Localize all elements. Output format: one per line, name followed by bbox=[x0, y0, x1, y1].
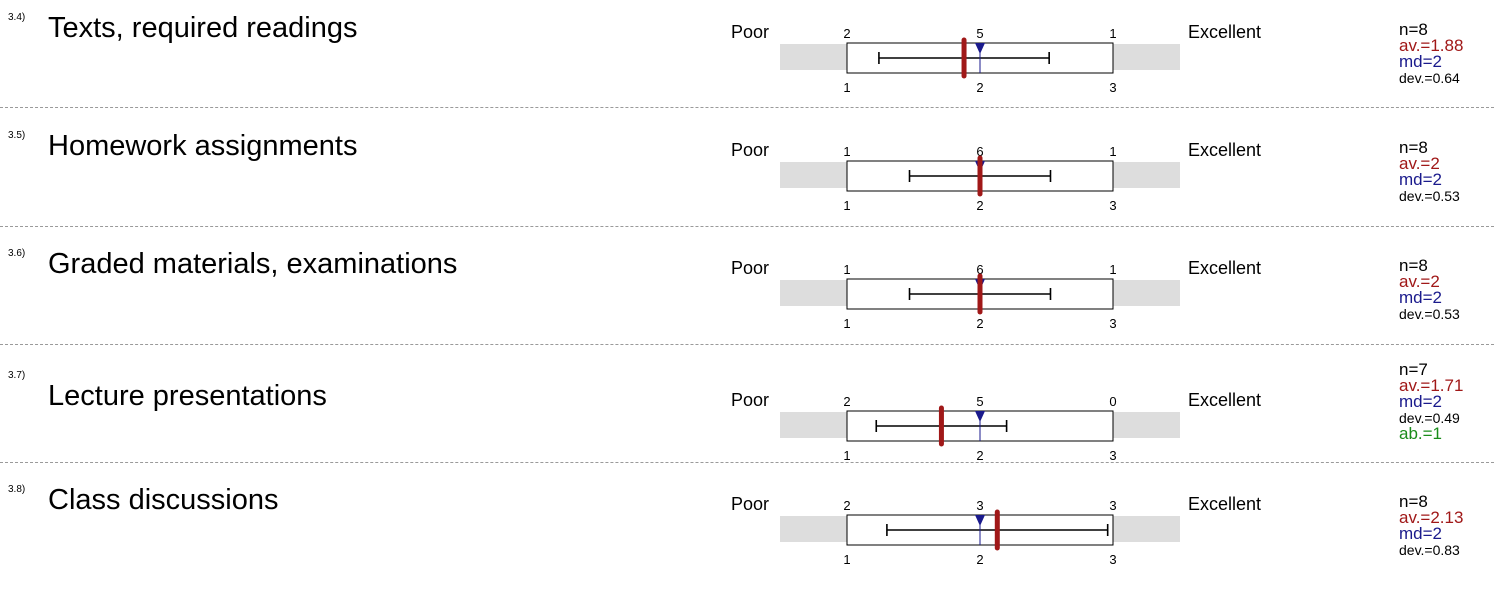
stat-n: n=8 bbox=[1399, 256, 1428, 275]
scale-tick-label: 3 bbox=[1109, 448, 1116, 463]
row-separator bbox=[0, 462, 1494, 463]
response-count: 1 bbox=[843, 262, 850, 277]
median-marker bbox=[975, 411, 985, 441]
question-label: Class discussions bbox=[48, 484, 279, 516]
response-count: 1 bbox=[843, 144, 850, 159]
question-label: Graded materials, examinations bbox=[48, 248, 458, 280]
response-count: 3 bbox=[976, 498, 983, 513]
scale-tick-label: 3 bbox=[1109, 80, 1116, 95]
rating-scale: 1 6 11 2 3 bbox=[780, 144, 1180, 213]
scale-tick-label: 2 bbox=[976, 198, 983, 213]
response-count: 1 bbox=[1109, 262, 1116, 277]
response-count: 6 bbox=[976, 144, 983, 159]
question-label: Lecture presentations bbox=[48, 380, 327, 412]
stat-median: md=2 bbox=[1399, 288, 1442, 307]
stat-deviation: dev.=0.53 bbox=[1399, 188, 1460, 204]
rating-scale: 2 5 0 1 2 3 bbox=[780, 394, 1180, 463]
scale-tick-label: 1 bbox=[843, 316, 850, 331]
right-pole-label: Excellent bbox=[1188, 390, 1262, 410]
scale-tick-label: 3 bbox=[1109, 316, 1116, 331]
stat-abstentions: ab.=1 bbox=[1399, 424, 1443, 443]
response-count: 6 bbox=[976, 262, 983, 277]
stat-n: n=8 bbox=[1399, 20, 1428, 39]
question-number: 3.8) bbox=[8, 484, 26, 495]
response-count: 5 bbox=[976, 26, 983, 41]
question-label: Texts, required readings bbox=[48, 12, 358, 44]
rating-scale: 1 6 11 2 3 bbox=[780, 262, 1180, 331]
question-row: 3.6) Graded materials, examinations Poor Ex… bbox=[0, 236, 1494, 354]
response-count: 2 bbox=[843, 394, 850, 409]
response-count: 0 bbox=[1109, 394, 1116, 409]
scale-tick-label: 1 bbox=[843, 80, 850, 95]
stat-n: n=8 bbox=[1399, 138, 1428, 157]
scale-tick-label: 1 bbox=[843, 448, 850, 463]
left-pole-label: Poor bbox=[731, 258, 770, 278]
response-count: 1 bbox=[1109, 26, 1116, 41]
response-count: 1 bbox=[1109, 144, 1116, 159]
question-row: 3.4) Texts, required readings Poor Excellen… bbox=[0, 0, 1494, 118]
stat-deviation: dev.=0.53 bbox=[1399, 306, 1460, 322]
scale-tick-label: 2 bbox=[976, 80, 983, 95]
stat-average: av.=2.13 bbox=[1399, 508, 1464, 527]
question-number: 3.6) bbox=[8, 248, 26, 259]
median-marker bbox=[975, 43, 985, 73]
stat-deviation: dev.=0.83 bbox=[1399, 542, 1460, 558]
response-count: 2 bbox=[843, 498, 850, 513]
question-number: 3.5) bbox=[8, 130, 26, 141]
left-pole-label: Poor bbox=[731, 494, 770, 514]
median-marker bbox=[975, 515, 985, 545]
stat-n: n=7 bbox=[1399, 360, 1428, 379]
left-pole-label: Poor bbox=[731, 390, 770, 410]
row-separator bbox=[0, 344, 1494, 345]
stat-average: av.=2 bbox=[1399, 154, 1440, 173]
question-label: Homework assignments bbox=[48, 130, 358, 162]
rating-scale: 2 3 3 1 2 3 bbox=[780, 498, 1180, 567]
right-pole-label: Excellent bbox=[1188, 22, 1262, 42]
row-separator bbox=[0, 107, 1494, 108]
stats-block: n=8 av.=2.13 md=2 dev.=0.83 bbox=[1399, 492, 1464, 558]
stat-deviation: dev.=0.64 bbox=[1399, 70, 1460, 86]
rating-scale: 2 5 1 1 2 3 bbox=[780, 26, 1180, 95]
scale-tick-label: 2 bbox=[976, 316, 983, 331]
row-separator bbox=[0, 226, 1494, 227]
left-pole-label: Poor bbox=[731, 22, 770, 42]
response-count: 3 bbox=[1109, 498, 1116, 513]
stat-median: md=2 bbox=[1399, 392, 1442, 411]
stat-average: av.=1.71 bbox=[1399, 376, 1464, 395]
right-pole-label: Excellent bbox=[1188, 140, 1262, 160]
scale-tick-label: 1 bbox=[843, 198, 850, 213]
question-row: 3.8) Class discussions Poor Excellent n=8 av.… bbox=[0, 472, 1494, 590]
stat-average: av.=1.88 bbox=[1399, 36, 1464, 55]
scale-tick-label: 1 bbox=[843, 552, 850, 567]
stat-n: n=8 bbox=[1399, 492, 1428, 511]
response-count: 2 bbox=[843, 26, 850, 41]
right-pole-label: Excellent bbox=[1188, 258, 1262, 278]
stat-deviation: dev.=0.49 bbox=[1399, 410, 1460, 426]
left-pole-label: Poor bbox=[731, 140, 770, 160]
stats-block: n=8 av.=2 md=2 dev.=0.53 bbox=[1399, 138, 1460, 204]
question-number: 3.7) bbox=[8, 370, 26, 381]
stat-median: md=2 bbox=[1399, 170, 1442, 189]
question-row: 3.5) Homework assignments Poor Excellent n=8… bbox=[0, 118, 1494, 236]
stats-block: n=8 av.=1.88 md=2 dev.=0.64 bbox=[1399, 20, 1464, 86]
response-count: 5 bbox=[976, 394, 983, 409]
scale-tick-label: 2 bbox=[976, 552, 983, 567]
question-number: 3.4) bbox=[8, 12, 26, 23]
question-row: 3.7) Lecture presentations Poor Excellent n=… bbox=[0, 354, 1494, 472]
stats-block: n=7 av.=1.71 md=2 dev.=0.49 ab.=1 bbox=[1399, 360, 1464, 443]
scale-tick-label: 3 bbox=[1109, 552, 1116, 567]
scale-tick-label: 2 bbox=[976, 448, 983, 463]
stats-block: n=8 av.=2 md=2 dev.=0.53 bbox=[1399, 256, 1460, 322]
right-pole-label: Excellent bbox=[1188, 494, 1262, 514]
stat-median: md=2 bbox=[1399, 52, 1442, 71]
scale-tick-label: 3 bbox=[1109, 198, 1116, 213]
stat-average: av.=2 bbox=[1399, 272, 1440, 291]
stat-median: md=2 bbox=[1399, 524, 1442, 543]
